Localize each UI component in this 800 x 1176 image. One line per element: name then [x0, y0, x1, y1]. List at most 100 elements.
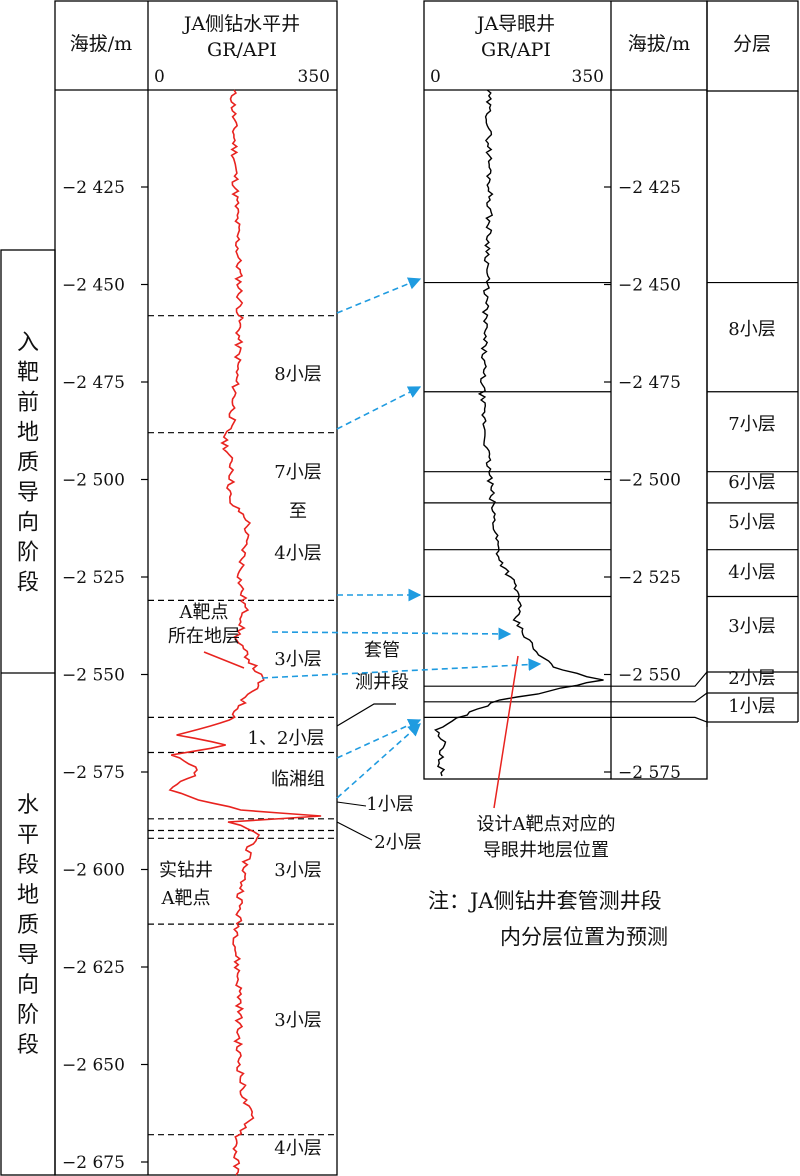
right-tick-label: −2 550 — [618, 666, 681, 686]
right-elevation-axis: −2 425 −2 450 −2 475 −2 500 −2 525 −2 550 −2 5… — [604, 178, 681, 783]
layer-label-3c: 3小层 — [274, 1010, 321, 1031]
casing-label-1: 套管 — [364, 640, 400, 661]
right-gr-subtitle: GR/API — [481, 39, 551, 61]
side-label-2-pointer — [336, 821, 373, 841]
layer-column-label: 6小层 — [728, 472, 775, 493]
note-line-2: 内分层位置为预测 — [500, 925, 668, 949]
right-tick-label: −2 425 — [618, 178, 681, 198]
stage-char: 阶 — [17, 1003, 39, 1028]
stage-char: 段 — [17, 571, 39, 596]
right-tick-label: −2 450 — [618, 276, 681, 296]
left-tick-label: −2 500 — [62, 471, 125, 491]
layer-column-label: 2小层 — [728, 668, 775, 689]
layer-label-4a: 4小层 — [274, 543, 321, 564]
stage-char: 段 — [17, 1033, 39, 1058]
stage-char: 导 — [17, 481, 39, 506]
stage-char: 质 — [17, 913, 39, 938]
layer-column-label: 3小层 — [728, 616, 775, 637]
left-elevation-axis: −2 425 −2 450 −2 475 −2 500 −2 525 −2 550 −2 5… — [62, 178, 148, 1173]
left-tick-label: −2 550 — [62, 666, 125, 686]
layer-label-3b: 3小层 — [274, 860, 321, 881]
left-tick-label: −2 650 — [62, 1056, 125, 1076]
right-layer-boundaries — [424, 281, 611, 719]
horizontal-well-gr-curve — [168, 89, 322, 1176]
stage-char: 平 — [17, 823, 39, 848]
layer-column-label: 8小层 — [728, 319, 775, 340]
layer-column: 8小层 7小层 6小层 5小层 4小层 3小层 2小层 1小层 — [611, 281, 798, 723]
stage-char: 水 — [17, 793, 39, 818]
pilot-well-gr-curve — [434, 89, 604, 777]
left-gr-max: 350 — [298, 67, 330, 87]
stage-char: 导 — [17, 943, 39, 968]
annotations: A靶点 所在地层 套管 测井段 1小层 2小层 实钻井 A靶点 设计A靶点对应的… — [159, 602, 668, 949]
right-tick-label: −2 500 — [618, 471, 681, 491]
stage-column-border — [0, 249, 56, 1176]
design-target-label-1: 设计A靶点对应的 — [477, 814, 616, 835]
layer-column-label: 5小层 — [728, 512, 775, 533]
stage-char: 质 — [17, 451, 39, 476]
stage-char: 入 — [17, 331, 39, 356]
target-formation-label-2: 所在地层 — [168, 626, 240, 647]
layer-header-box — [706, 0, 799, 92]
right-elev-header: 海拔/m — [628, 33, 690, 55]
stage-char: 阶 — [17, 541, 39, 566]
left-layer-labels: 8小层 7小层 至 4小层 3小层 1、2小层 临湘组 3小层 3小层 4小层 — [248, 364, 325, 1159]
layer-label-1-2: 1、2小层 — [248, 728, 325, 749]
arrow-7-top — [336, 386, 422, 430]
layer-column-label: 7小层 — [728, 414, 775, 435]
right-tick-label: −2 475 — [618, 373, 681, 393]
note-line-1: 注：JA侧钻井套管测井段 — [428, 889, 662, 913]
side-label-layer-2: 2小层 — [374, 832, 421, 853]
target-formation-label-1: A靶点 — [179, 602, 229, 623]
stage-char: 段 — [17, 853, 39, 878]
left-elev-header: 海拔/m — [70, 33, 132, 55]
left-panel — [0, 0, 338, 1176]
left-tick-label: −2 675 — [62, 1153, 125, 1173]
layer-label-linxiang: 临湘组 — [271, 769, 325, 790]
layer-label-4b: 4小层 — [274, 1138, 321, 1159]
headers: 海拔/m JA侧钻水平井 GR/API 0 350 JA导眼井 GR/API 0… — [70, 13, 771, 87]
layer-label-3a: 3小层 — [274, 649, 321, 670]
layer-column-label: 4小层 — [728, 562, 775, 583]
correlation-arrows — [261, 277, 542, 799]
arrow-casing — [261, 658, 542, 679]
left-tick-label: −2 450 — [62, 276, 125, 296]
stage-char: 前 — [17, 391, 39, 416]
design-target-pointer — [493, 655, 519, 809]
design-target-label-2: 导眼井地层位置 — [483, 840, 609, 861]
right-gr-min: 0 — [430, 67, 441, 87]
right-tick-label: −2 575 — [618, 763, 681, 783]
left-tick-label: −2 475 — [62, 373, 125, 393]
left-tick-label: −2 525 — [62, 568, 125, 588]
layer-label-8: 8小层 — [274, 364, 321, 385]
side-label-layer-1: 1小层 — [366, 794, 413, 815]
layer-label-to: 至 — [289, 501, 307, 522]
layer-column-connector — [611, 671, 798, 687]
target-formation-pointer — [203, 651, 245, 669]
actual-target-label-1: 实钻井 — [159, 860, 213, 881]
stage-char: 靶 — [17, 361, 39, 386]
layer-column-connector — [611, 716, 798, 723]
stage-char: 向 — [17, 973, 39, 998]
casing-pointer — [336, 703, 396, 727]
stage-char: 地 — [17, 883, 39, 908]
left-gr-subtitle: GR/API — [207, 39, 277, 61]
arrow-8-top — [336, 277, 422, 314]
left-gr-min: 0 — [154, 67, 165, 87]
left-tick-label: −2 575 — [62, 763, 125, 783]
casing-label-2: 测井段 — [355, 672, 409, 693]
left-gr-title: JA侧钻水平井 — [182, 13, 300, 35]
right-tick-label: −2 525 — [618, 568, 681, 588]
side-label-1-pointer — [336, 801, 367, 807]
arrow-target-formation — [271, 627, 512, 641]
stage-char: 地 — [17, 421, 39, 446]
layer-column-label: 1小层 — [728, 696, 775, 717]
right-panel — [423, 0, 799, 780]
left-tick-label: −2 625 — [62, 958, 125, 978]
actual-target-label-2: A靶点 — [161, 888, 211, 909]
layer-header: 分层 — [733, 33, 771, 55]
layer-column-connector — [611, 692, 798, 703]
layer-label-7: 7小层 — [274, 462, 321, 483]
